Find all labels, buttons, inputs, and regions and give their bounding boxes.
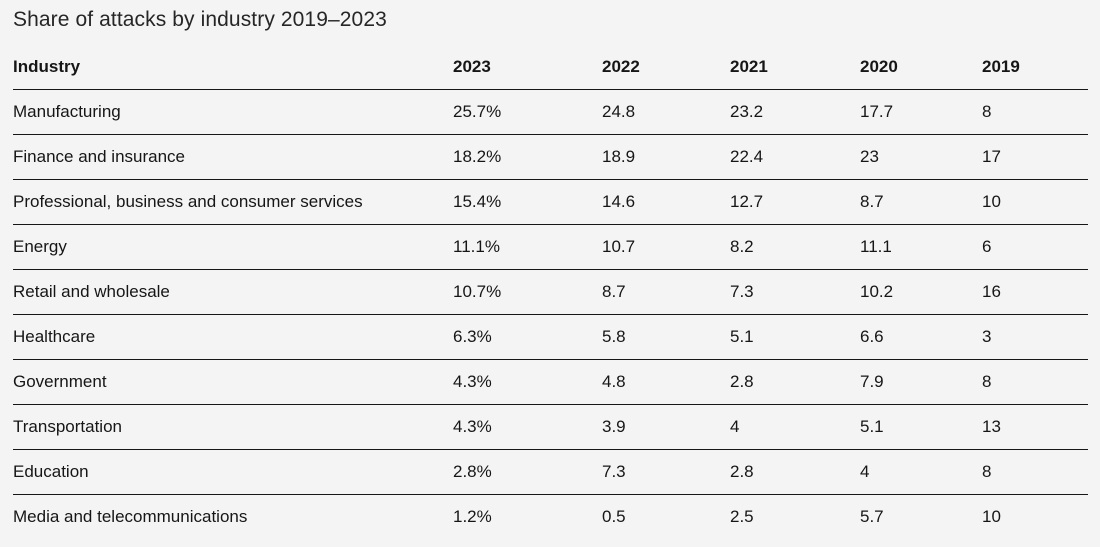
attacks-by-industry-table: Industry 2023 2022 2021 2020 2019 Manufacturi…	[13, 45, 1088, 539]
value-cell-2019: 8	[982, 89, 1088, 135]
value-cell-2021: 23.2	[730, 89, 860, 135]
industry-cell: Energy	[13, 224, 453, 270]
value-cell-2023: 4.3%	[453, 359, 602, 405]
table-row: Transportation 4.3% 3.9 4 5.1 13	[13, 404, 1088, 450]
value-cell-2022: 10.7	[602, 224, 730, 270]
value-cell-2021: 2.8	[730, 449, 860, 495]
value-cell-2020: 7.9	[860, 359, 982, 405]
value-cell-2021: 2.8	[730, 359, 860, 405]
industry-cell: Healthcare	[13, 314, 453, 360]
value-cell-2019: 3	[982, 314, 1088, 360]
value-cell-2019: 10	[982, 507, 1001, 526]
value-cell-2023: 6.3%	[453, 314, 602, 360]
value-cell-2021: 7.3	[730, 269, 860, 315]
value-cell-2020: 5.7	[860, 507, 884, 526]
value-cell-2022: 4.8	[602, 359, 730, 405]
table-row: Energy 11.1% 10.7 8.2 11.1 6	[13, 224, 1088, 270]
value-cell-2021: 12.7	[730, 179, 860, 225]
value-cell-2020: 17.7	[860, 89, 982, 135]
table-row: Professional, business and consumer serv…	[13, 179, 1088, 225]
value-cell-2023: 15.4%	[453, 179, 602, 225]
value-cell-2019: 10	[982, 179, 1088, 225]
value-cell-2021: 22.4	[730, 134, 860, 180]
value-cell-2023: 25.7%	[453, 89, 602, 135]
value-cell-2023: 10.7%	[453, 269, 602, 315]
value-cell-2022: 8.7	[602, 269, 730, 315]
industry-cell: Manufacturing	[13, 89, 453, 135]
column-header-2022: 2022	[602, 45, 730, 90]
table-row: Government 4.3% 4.8 2.8 7.9 8	[13, 359, 1088, 405]
industry-cell: Transportation	[13, 404, 453, 450]
industry-cell: Government	[13, 359, 453, 405]
column-header-2023: 2023	[453, 45, 602, 90]
value-cell-2020: 8.7	[860, 179, 982, 225]
column-header-industry: Industry	[13, 45, 453, 90]
value-cell-2019: 6	[982, 224, 1088, 270]
table-row: Healthcare 6.3% 5.8 5.1 6.6 3	[13, 314, 1088, 360]
value-cell-2020: 4	[860, 449, 982, 495]
value-cell-2022: 24.8	[602, 89, 730, 135]
value-cell-2019: 8	[982, 359, 1088, 405]
value-cell-2019: 8	[982, 449, 1088, 495]
value-cell-2023: 11.1%	[453, 224, 602, 270]
value-cell-2019: 17	[982, 134, 1088, 180]
table-row: Retail and wholesale 10.7% 8.7 7.3 10.2 16	[13, 269, 1088, 315]
value-cell-2022: 3.9	[602, 404, 730, 450]
table-row: Media and telecommunications 1.2% 0.5 2.5 5.…	[13, 495, 1088, 540]
industry-cell: Finance and insurance	[13, 134, 453, 180]
table-row: Manufacturing 25.7% 24.8 23.2 17.7 8	[13, 89, 1088, 135]
value-cell-2021: 2.5	[730, 507, 754, 526]
column-header-2021: 2021	[730, 45, 860, 90]
chart-title: Share of attacks by industry 2019–2023	[13, 8, 387, 31]
industry-cell: Media and telecommunications	[13, 507, 248, 526]
column-header-2020: 2020	[860, 45, 982, 90]
industry-cell: Education	[13, 449, 453, 495]
table-row: Education 2.8% 7.3 2.8 4 8	[13, 449, 1088, 495]
value-cell-2022: 14.6	[602, 179, 730, 225]
table-row: Finance and insurance 18.2% 18.9 22.4 23 17	[13, 134, 1088, 180]
value-cell-2022: 7.3	[602, 449, 730, 495]
table-body: Manufacturing 25.7% 24.8 23.2 17.7 8 Finance a…	[13, 89, 1088, 540]
value-cell-2022: 5.8	[602, 314, 730, 360]
value-cell-2023: 18.2%	[453, 134, 602, 180]
value-cell-2023: 4.3%	[453, 404, 602, 450]
value-cell-2019: 13	[982, 404, 1088, 450]
value-cell-2022: 18.9	[602, 134, 730, 180]
value-cell-2020: 11.1	[860, 224, 982, 270]
value-cell-2020: 23	[860, 134, 982, 180]
table-header-row: Industry 2023 2022 2021 2020 2019	[13, 45, 1088, 90]
value-cell-2021: 8.2	[730, 224, 860, 270]
industry-cell: Retail and wholesale	[13, 269, 453, 315]
value-cell-2021: 4	[730, 404, 860, 450]
value-cell-2019: 16	[982, 269, 1088, 315]
value-cell-2023: 2.8%	[453, 449, 602, 495]
column-header-2019: 2019	[982, 45, 1088, 90]
value-cell-2023: 1.2%	[453, 507, 492, 526]
value-cell-2020: 6.6	[860, 314, 982, 360]
industry-cell: Professional, business and consumer serv…	[13, 179, 453, 225]
value-cell-2020: 10.2	[860, 269, 982, 315]
value-cell-2022: 0.5	[602, 507, 626, 526]
value-cell-2020: 5.1	[860, 404, 982, 450]
value-cell-2021: 5.1	[730, 314, 860, 360]
